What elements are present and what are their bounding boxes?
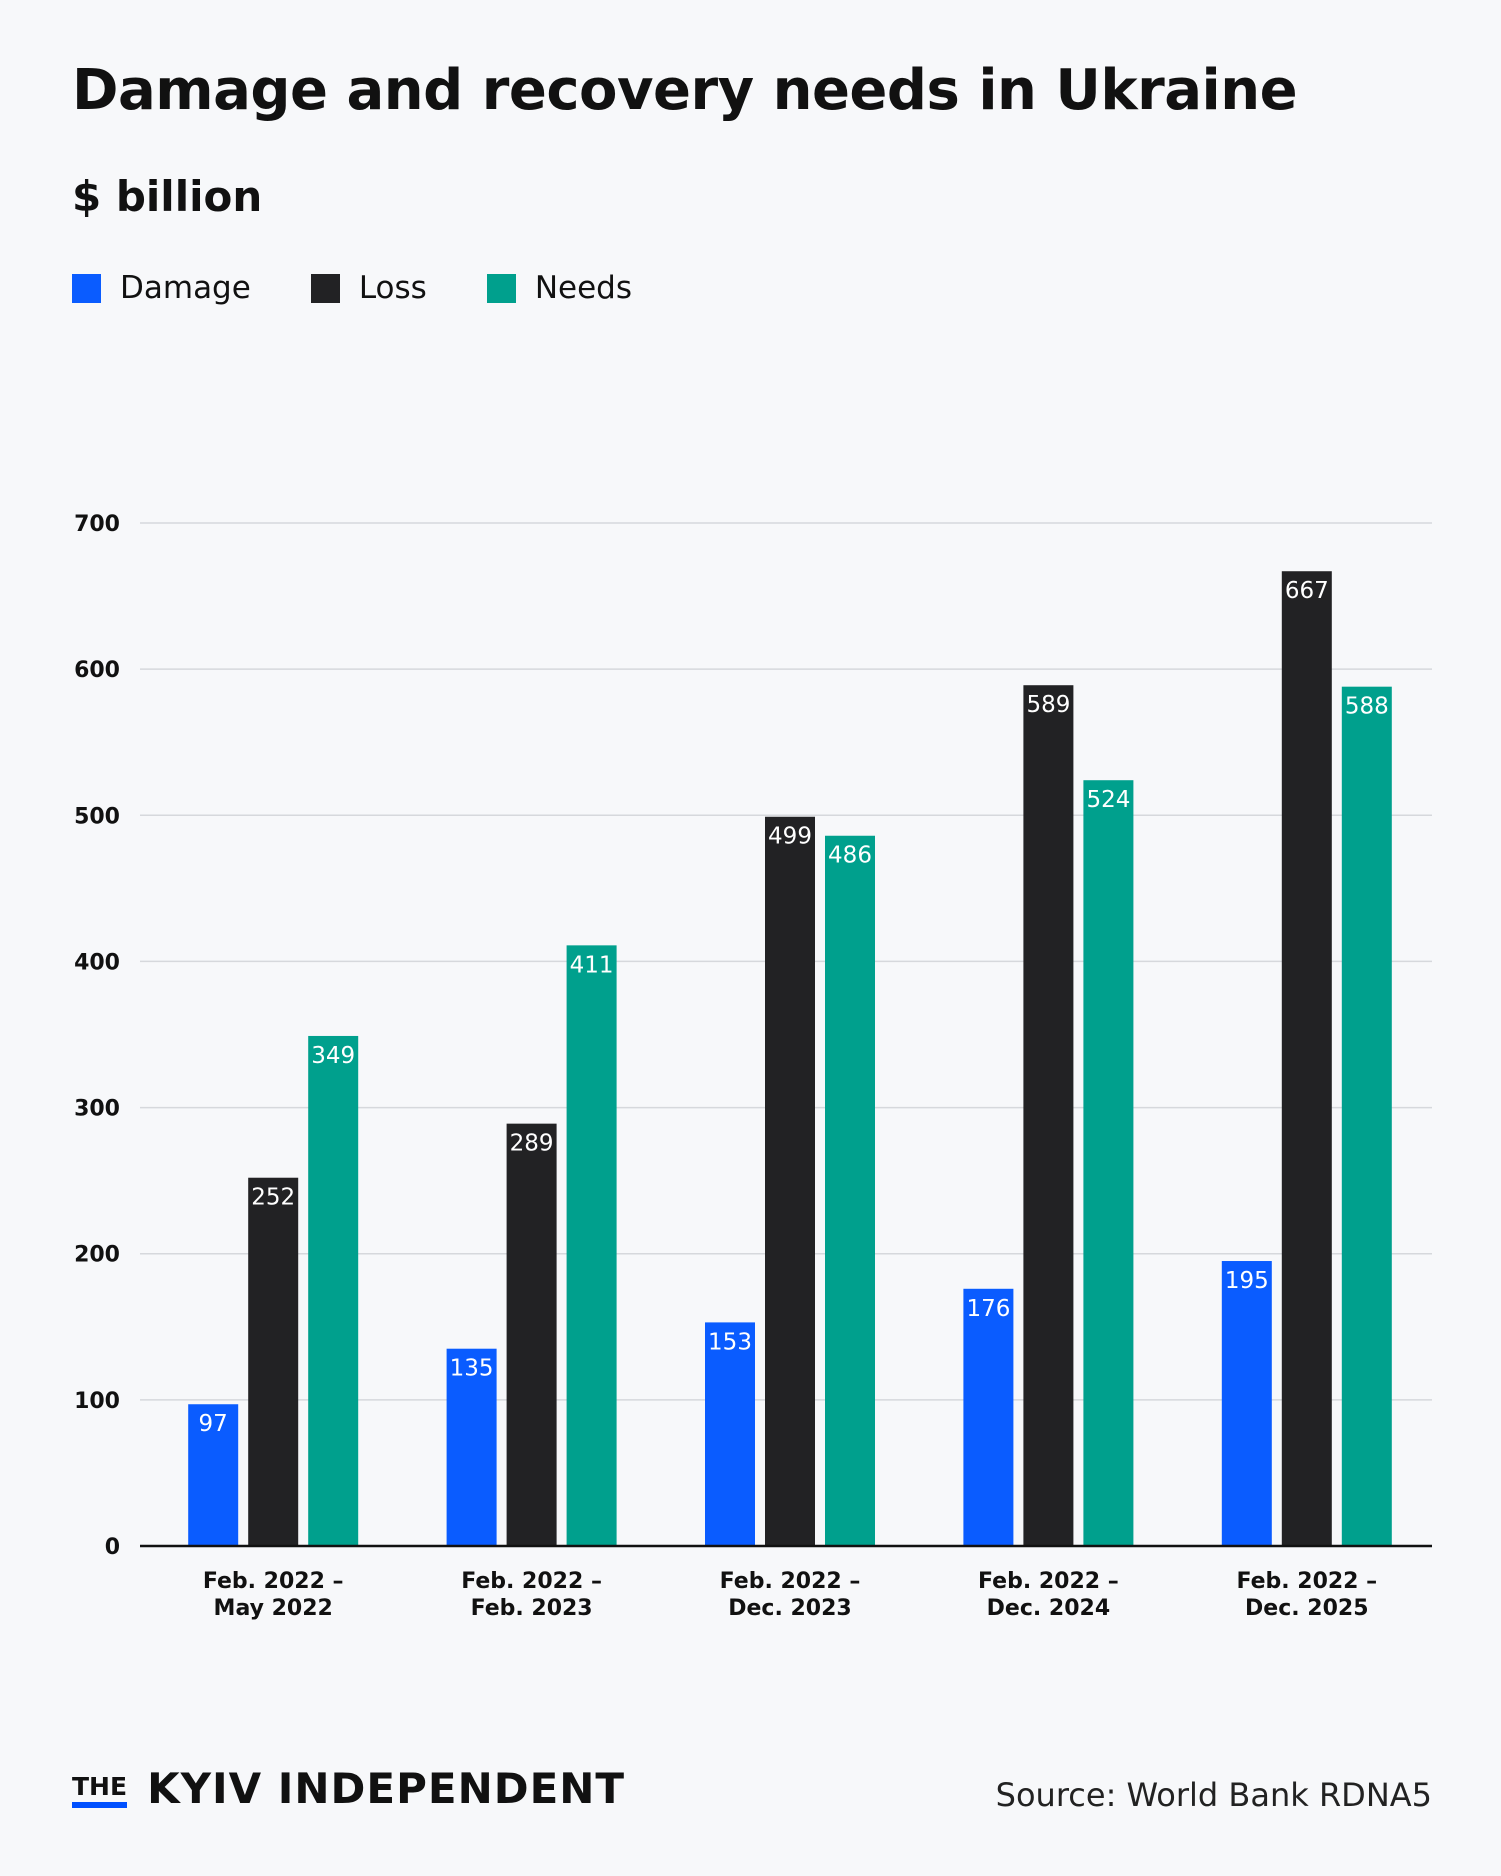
bar-damage-0	[188, 1404, 239, 1546]
bar-damage-4	[1221, 1261, 1272, 1546]
data-label-needs-3: 524	[1086, 787, 1130, 813]
legend-item-loss: Loss	[310, 270, 427, 306]
y-tick-label-700: 700	[74, 512, 120, 537]
bar-needs-0	[308, 1035, 359, 1546]
x-tick-label-4-0: Feb. 2022 –	[1236, 1569, 1377, 1594]
unit-label: $ billion	[72, 172, 263, 221]
data-label-loss-0: 252	[251, 1185, 295, 1211]
y-tick-label-200: 200	[74, 1243, 120, 1268]
legend-label-damage: Damage	[120, 270, 251, 306]
bar-damage-1	[446, 1348, 497, 1546]
kyiv-independent-logo: THE KYIV INDEPENDENT	[72, 1768, 625, 1810]
data-label-needs-2: 486	[828, 843, 872, 869]
data-label-loss-1: 289	[510, 1131, 554, 1157]
data-label-needs-4: 588	[1345, 694, 1389, 720]
bar-loss-2	[765, 816, 815, 1546]
legend-swatch-loss	[310, 273, 340, 303]
data-label-damage-1: 135	[450, 1356, 494, 1382]
bar-loss-1	[506, 1123, 557, 1546]
bar-needs-2	[825, 835, 875, 1546]
x-tick-label-0-1: May 2022	[214, 1596, 333, 1621]
x-tick-label-3-1: Dec. 2024	[987, 1596, 1110, 1621]
data-label-needs-1: 411	[570, 952, 614, 978]
data-label-loss-2: 499	[768, 824, 812, 850]
legend-label-loss: Loss	[358, 270, 427, 306]
data-label-loss-3: 589	[1026, 692, 1070, 718]
bar-loss-4	[1281, 571, 1332, 1546]
data-label-damage-2: 153	[708, 1329, 752, 1355]
y-tick-label-500: 500	[74, 804, 120, 829]
legend-item-damage: Damage	[72, 270, 251, 306]
logo-name-text: KYIV INDEPENDENT	[147, 1764, 626, 1813]
x-tick-label-3-0: Feb. 2022 –	[978, 1569, 1119, 1594]
y-tick-label-100: 100	[74, 1389, 120, 1414]
x-tick-label-1-0: Feb. 2022 –	[461, 1569, 602, 1594]
bar-needs-4	[1341, 686, 1392, 1546]
chart-title: Damage and recovery needs in Ukraine	[72, 58, 1298, 123]
logo-the-text: THE	[72, 1774, 128, 1808]
y-tick-label-400: 400	[74, 950, 120, 975]
legend-swatch-damage	[72, 273, 101, 303]
legend-swatch-needs	[486, 273, 516, 303]
bar-chart: 0 100 200 300 400 500 600 700 97 252 349 Feb. 2022 …	[74, 512, 1432, 1621]
y-tick-label-0: 0	[105, 1535, 120, 1560]
x-tick-label-1-1: Feb. 2023	[471, 1596, 593, 1621]
data-label-damage-0: 97	[199, 1411, 228, 1437]
bar-loss-3	[1023, 685, 1074, 1546]
x-tick-label-2-1: Dec. 2023	[728, 1596, 851, 1621]
x-tick-label-0-0: Feb. 2022 –	[203, 1569, 344, 1594]
bar-loss-0	[248, 1177, 299, 1546]
x-tick-label-4-1: Dec. 2025	[1245, 1596, 1368, 1621]
x-tick-label-2-0: Feb. 2022 –	[720, 1569, 861, 1594]
bar-damage-3	[963, 1288, 1014, 1546]
source-note: Source: World Bank RDNA5	[995, 1776, 1432, 1814]
data-label-needs-0: 349	[311, 1043, 355, 1069]
data-label-damage-3: 176	[966, 1296, 1010, 1322]
legend: Damage Loss Needs	[72, 270, 692, 306]
data-label-damage-4: 195	[1225, 1268, 1269, 1294]
y-tick-label-600: 600	[74, 658, 120, 683]
bar-damage-2	[705, 1322, 755, 1546]
y-tick-label-300: 300	[74, 1097, 120, 1122]
legend-label-needs: Needs	[534, 270, 632, 306]
bar-needs-1	[566, 945, 617, 1546]
data-label-loss-4: 667	[1285, 578, 1329, 604]
bar-needs-3	[1083, 780, 1134, 1546]
legend-item-needs: Needs	[486, 270, 632, 306]
